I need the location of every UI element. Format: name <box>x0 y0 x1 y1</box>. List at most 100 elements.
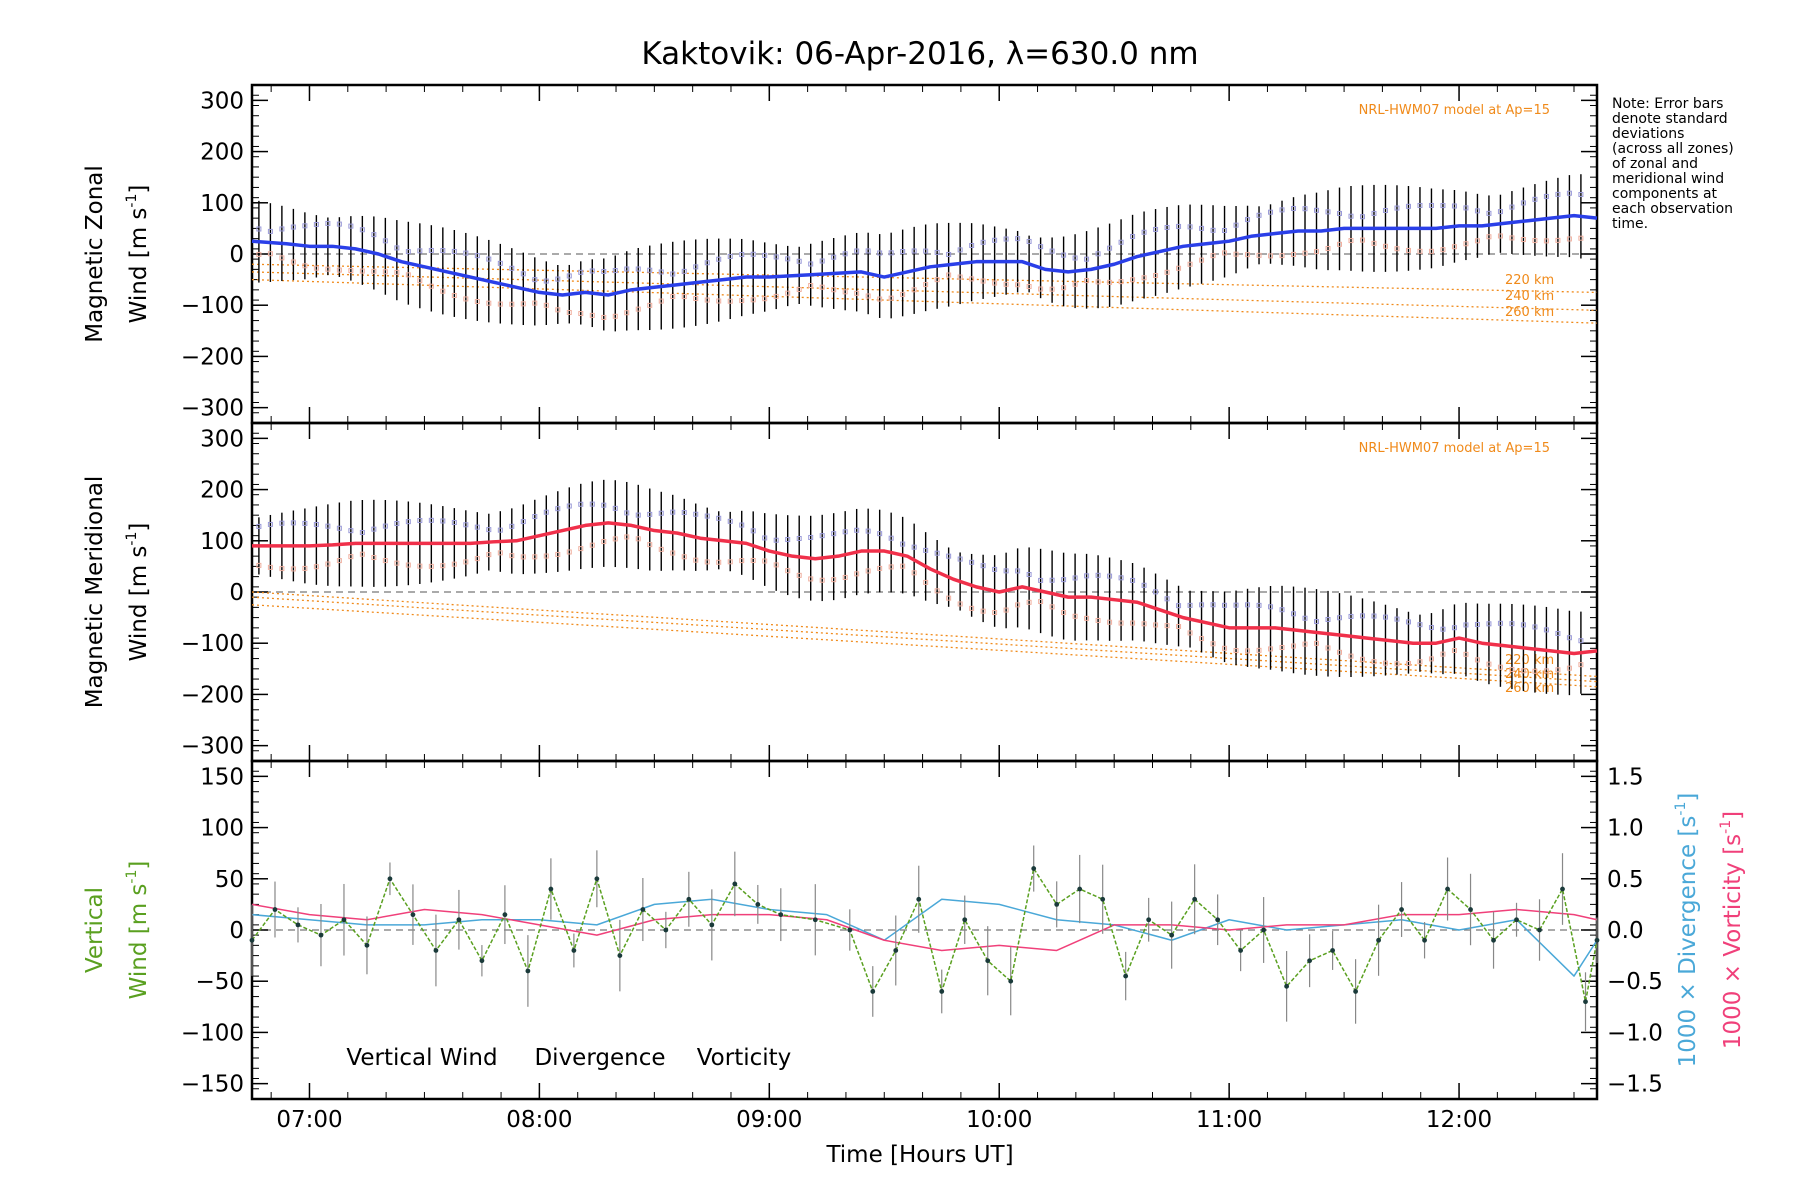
zone-marker <box>1451 244 1457 250</box>
zone-marker <box>946 251 952 257</box>
zone-marker <box>1003 281 1009 287</box>
zone-marker <box>808 283 814 289</box>
zone-marker <box>279 226 285 232</box>
zone-marker <box>1314 207 1320 213</box>
zone-marker <box>325 561 331 567</box>
vertical-wind-point <box>1353 989 1358 994</box>
zone-marker <box>382 269 388 275</box>
zone-marker <box>325 523 331 529</box>
y-tick-label: 200 <box>200 478 244 504</box>
zone-marker <box>1095 279 1101 285</box>
y-tick-label: 100 <box>200 191 244 217</box>
x-axis-label: Time [Hours UT] <box>825 1142 1013 1168</box>
zone-marker <box>1509 204 1515 210</box>
zone-marker <box>681 268 687 274</box>
zone-marker <box>612 505 618 511</box>
zone-marker <box>727 559 733 565</box>
zone-marker <box>1268 253 1274 259</box>
zone-marker <box>451 292 457 298</box>
zone-marker <box>911 544 917 550</box>
zone-marker <box>371 555 377 561</box>
zone-marker <box>1187 630 1193 636</box>
note-line: time. <box>1612 216 1648 232</box>
zone-marker <box>302 565 308 571</box>
zone-marker <box>520 554 526 560</box>
zone-marker <box>716 256 722 262</box>
zone-marker <box>1532 196 1538 202</box>
y-tick-label: −150 <box>181 1072 244 1098</box>
zone-marker <box>1038 244 1044 250</box>
zone-marker <box>1164 596 1170 602</box>
y-tick-label: −100 <box>181 293 244 319</box>
zone-marker <box>1451 648 1457 654</box>
zone-marker <box>819 533 825 539</box>
zone-marker <box>486 552 492 558</box>
zone-marker <box>1359 656 1365 662</box>
zone-marker <box>578 311 584 317</box>
zone-marker <box>739 522 745 528</box>
model-curve-220-km <box>251 263 1598 294</box>
zone-marker <box>555 276 561 282</box>
zone-marker <box>1371 240 1377 246</box>
zone-marker <box>635 536 641 542</box>
zone-marker <box>1371 659 1377 665</box>
zone-marker <box>566 503 572 509</box>
zone-marker <box>1210 602 1216 608</box>
model-curve-260-km <box>251 278 1598 324</box>
vertical-wind-point <box>456 917 462 923</box>
zone-marker <box>969 605 975 611</box>
vertical-wind-point <box>433 948 439 953</box>
chart-marks <box>249 174 1600 1032</box>
zone-marker <box>325 266 331 272</box>
vertical-wind-point <box>709 922 715 928</box>
vorticity-label-end: ] <box>1720 811 1746 820</box>
zone-marker <box>854 248 860 254</box>
zone-marker <box>302 223 308 229</box>
vertical-ylabel-line2: Wind [m s <box>126 884 152 1000</box>
vertical-wind-point <box>548 886 554 892</box>
zone-marker <box>670 550 676 556</box>
zone-marker <box>428 247 434 253</box>
zonal-ylabel-line1: Magnetic Zonal <box>82 165 108 343</box>
zone-marker <box>1463 622 1469 628</box>
zone-marker <box>1325 645 1331 651</box>
zone-marker <box>1187 261 1193 267</box>
zone-marker <box>1371 210 1377 216</box>
zone-marker <box>934 249 940 255</box>
zone-marker <box>1440 626 1446 632</box>
zone-marker <box>647 267 653 273</box>
zone-marker <box>1107 573 1113 579</box>
vertical-wind-point <box>272 907 278 912</box>
figure-title: Kaktovik: 06-Apr-2016, λ=630.0 nm <box>641 36 1198 72</box>
zone-marker <box>1199 257 1205 263</box>
vertical-wind-point <box>1146 917 1152 923</box>
zone-marker <box>808 261 814 267</box>
vertical-wind-point <box>870 989 876 994</box>
x-tick-label: 12:00 <box>1426 1107 1492 1133</box>
zone-marker <box>394 245 400 251</box>
zone-marker <box>313 564 319 570</box>
zone-marker <box>325 220 331 226</box>
zone-marker <box>1417 622 1423 628</box>
zone-marker <box>762 296 768 302</box>
zone-marker <box>520 301 526 307</box>
note-line: of zonal and <box>1612 156 1698 172</box>
meridional-wind-line <box>252 521 1598 656</box>
zone-marker <box>1072 613 1078 619</box>
zone-marker <box>1026 572 1032 578</box>
vertical-wind-point <box>847 927 853 933</box>
zone-marker <box>1153 226 1159 232</box>
zone-marker <box>1394 205 1400 211</box>
zone-marker <box>486 256 492 262</box>
zone-marker <box>1394 246 1400 252</box>
zone-marker <box>831 287 837 293</box>
zone-marker <box>842 251 848 257</box>
zone-marker <box>1405 619 1411 625</box>
vertical-wind-point <box>1376 937 1381 943</box>
zone-marker <box>1015 236 1021 242</box>
zone-marker <box>463 559 469 565</box>
zone-marker <box>1245 217 1251 223</box>
zone-marker <box>1003 568 1009 574</box>
right-y-tick-label: 1.5 <box>1607 764 1644 790</box>
zone-marker <box>428 517 434 523</box>
